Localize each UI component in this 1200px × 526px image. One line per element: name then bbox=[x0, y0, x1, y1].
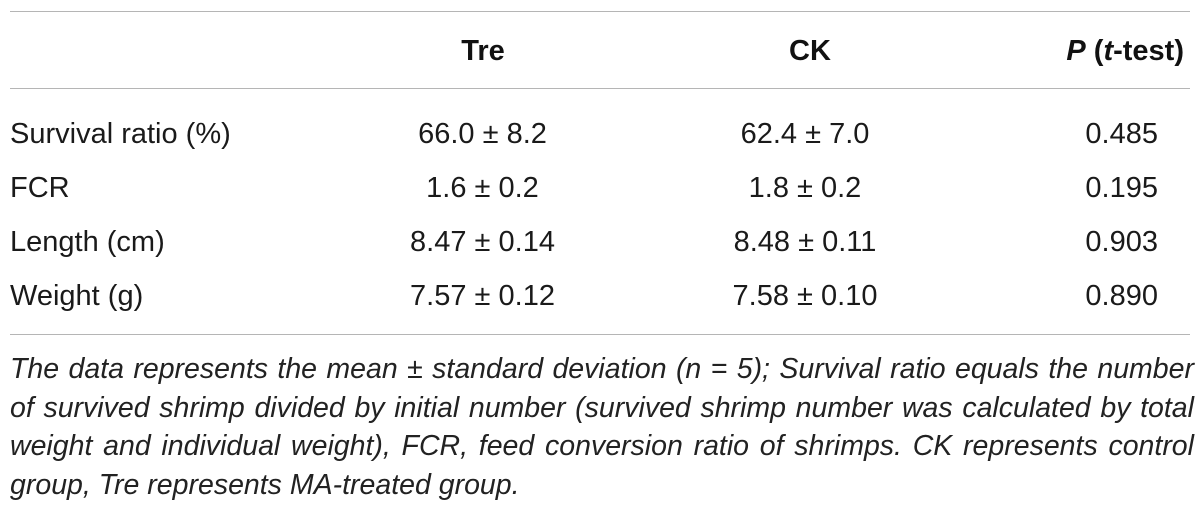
header-t-symbol: t bbox=[1103, 35, 1114, 67]
header-p-symbol: P bbox=[1066, 35, 1086, 67]
cell-survival-p: 0.485 bbox=[1085, 118, 1158, 150]
cell-weight-tre: 7.57 ± 0.12 bbox=[410, 280, 555, 312]
row-label-weight: Weight (g) bbox=[10, 280, 144, 312]
header-p-open: ( bbox=[1085, 35, 1104, 67]
cell-fcr-tre: 1.6 ± 0.2 bbox=[426, 172, 539, 204]
table-bottom-rule bbox=[10, 334, 1190, 335]
header-p-value: P (t-test) bbox=[960, 34, 1184, 68]
row-label-fcr: FCR bbox=[10, 172, 70, 204]
cell-survival-tre: 66.0 ± 8.2 bbox=[418, 118, 547, 150]
cell-length-tre: 8.47 ± 0.14 bbox=[410, 226, 555, 258]
table-header-rule bbox=[10, 88, 1190, 89]
cell-length-ck: 8.48 ± 0.11 bbox=[733, 226, 877, 258]
row-label-length: Length (cm) bbox=[10, 226, 165, 258]
cell-fcr-p: 0.195 bbox=[1085, 172, 1158, 204]
cell-weight-ck: 7.58 ± 0.10 bbox=[732, 280, 878, 312]
table-footnote: The data represents the mean ± standard … bbox=[10, 353, 1194, 501]
cell-length-p: 0.903 bbox=[1085, 226, 1158, 258]
header-ck: CK bbox=[789, 35, 831, 67]
header-p-suffix: -test) bbox=[1113, 35, 1184, 67]
row-label-survival: Survival ratio (%) bbox=[10, 118, 231, 150]
cell-weight-p: 0.890 bbox=[1085, 280, 1158, 312]
header-tre: Tre bbox=[461, 35, 505, 67]
cell-survival-ck: 62.4 ± 7.0 bbox=[740, 118, 870, 150]
table-top-rule bbox=[10, 11, 1190, 12]
cell-fcr-ck: 1.8 ± 0.2 bbox=[748, 172, 862, 204]
